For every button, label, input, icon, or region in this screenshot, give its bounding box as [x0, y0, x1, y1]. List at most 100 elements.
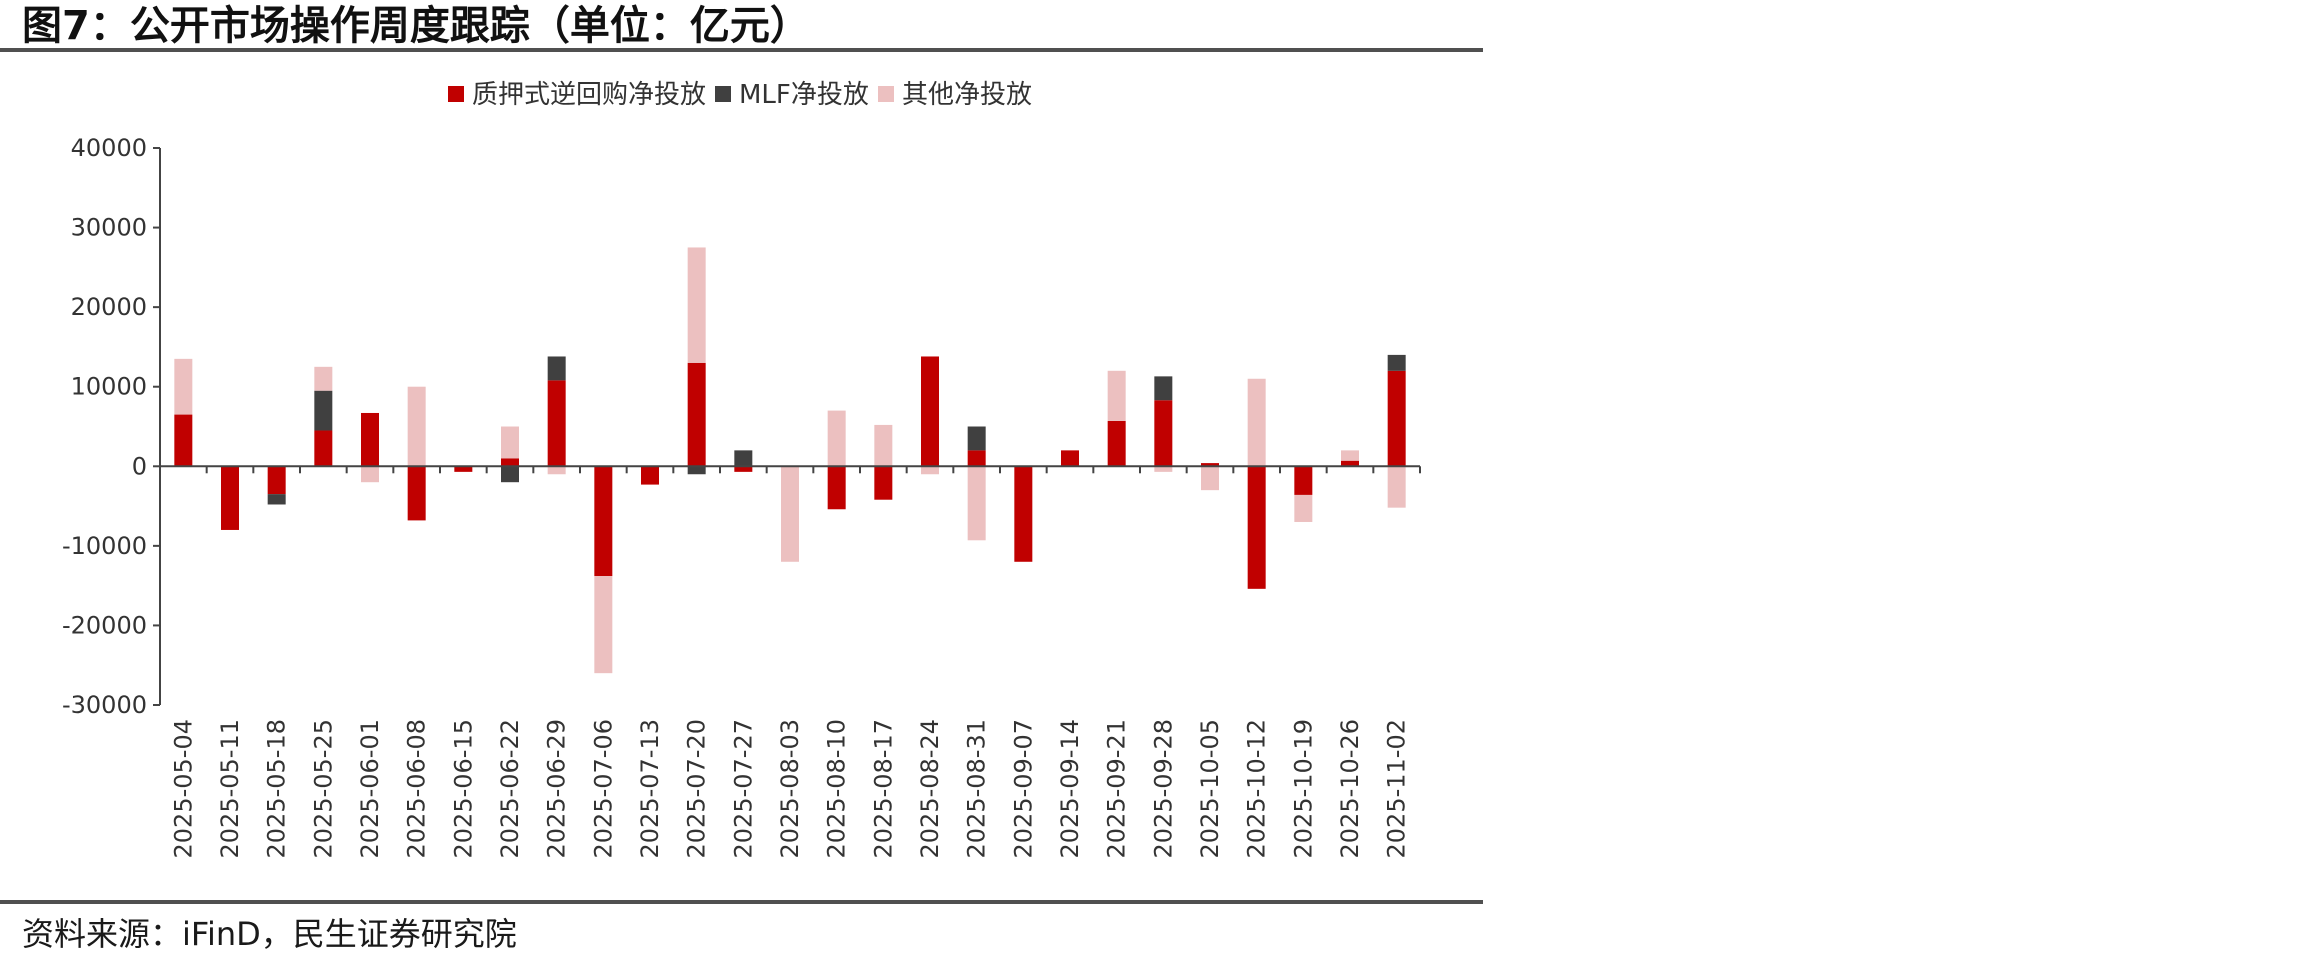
x-tick-label: 2025-07-06: [589, 719, 617, 858]
y-tick-label: 20000: [71, 293, 147, 321]
x-tick-label: 2025-05-25: [309, 719, 337, 858]
bar-segment: [734, 466, 753, 472]
y-tick-label: 0: [132, 452, 147, 480]
y-tick-label: -10000: [62, 532, 147, 560]
legend-swatch: [715, 86, 731, 102]
bar-segment: [1107, 370, 1126, 421]
bar-segment: [1294, 494, 1313, 522]
chart-axes: 40000 30000 20000 10000 0 -10000 -20000 -30000 2…: [62, 134, 1421, 858]
bar-segment: [1294, 466, 1313, 495]
x-tick-label: 2025-10-26: [1336, 719, 1364, 858]
bar-segment: [361, 466, 379, 483]
x-tick-label: 2025-09-14: [1056, 719, 1084, 858]
bar-segment: [547, 466, 566, 475]
bar-segment: [827, 466, 846, 510]
bar-segment: [874, 466, 893, 500]
bar-segment: [547, 356, 566, 381]
bar-segment: [1387, 354, 1406, 371]
bar-segment: [1247, 378, 1266, 467]
legend-swatch: [878, 86, 894, 102]
bar-segment: [967, 466, 986, 541]
bar-segment: [594, 466, 613, 577]
bar-segment: [1014, 466, 1033, 562]
chart-legend: 质押式逆回购净投放 MLF净投放 其他净投放: [448, 80, 1032, 110]
bar-segment: [1387, 466, 1406, 508]
x-tick-label: 2025-09-28: [1149, 719, 1177, 858]
x-tick-label: 2025-06-29: [543, 719, 571, 858]
bar-chart: 质押式逆回购净投放 MLF净投放 其他净投放 40000 30000 20000 1000…: [62, 80, 1421, 858]
bar-segment: [874, 424, 893, 467]
x-tick-label: 2025-05-18: [263, 719, 291, 858]
bar-segment: [501, 458, 519, 467]
bar-segment: [174, 414, 193, 467]
bar-segment: [1201, 463, 1219, 467]
x-tick-label: 2025-10-12: [1243, 719, 1271, 858]
bar-segment: [967, 450, 986, 467]
bar-segment: [174, 358, 193, 415]
bar-segment: [267, 494, 286, 505]
bar-segment: [734, 450, 753, 467]
bar-segment: [267, 466, 286, 495]
x-tick-label: 2025-06-08: [403, 719, 431, 858]
bar-segment: [827, 410, 846, 467]
x-tick-label: 2025-07-27: [729, 719, 757, 858]
bar-segment: [641, 466, 659, 485]
source-note: 资料来源：iFinD，民生证券研究院: [22, 915, 517, 953]
bar-segment: [594, 576, 613, 674]
bar-segment: [967, 426, 986, 451]
bar-segment: [221, 466, 239, 530]
bar-segment: [1154, 466, 1173, 472]
x-tick-label: 2025-05-04: [169, 719, 197, 858]
figure-title: 图7：公开市场操作周度跟踪（单位：亿元）: [22, 3, 810, 49]
x-tick-label: 2025-08-31: [963, 719, 991, 858]
x-tick-label: 2025-07-13: [636, 719, 664, 858]
bar-segment: [1201, 466, 1219, 491]
bar-segment: [407, 386, 426, 467]
legend-item: 其他净投放: [878, 80, 1032, 110]
bar-segment: [687, 362, 706, 467]
legend-item: MLF净投放: [715, 80, 869, 110]
bar-segment: [1061, 450, 1079, 467]
legend-label: 其他净投放: [902, 80, 1032, 110]
x-tick-label: 2025-08-24: [916, 719, 944, 858]
x-tick-label: 2025-08-10: [823, 719, 851, 858]
x-tick-label: 2025-11-02: [1383, 719, 1411, 858]
bar-segment: [547, 380, 566, 467]
legend-label: 质押式逆回购净投放: [472, 80, 706, 110]
title-divider: [0, 48, 1483, 52]
x-tick-label: 2025-09-07: [1009, 719, 1037, 858]
bar-segment: [1107, 420, 1126, 467]
bar-segment: [687, 247, 706, 363]
bar-segment: [1387, 370, 1406, 467]
legend-swatch: [448, 86, 464, 102]
legend-label: MLF净投放: [739, 80, 869, 110]
x-tick-label: 2025-06-01: [356, 719, 384, 858]
x-tick-label: 2025-07-20: [683, 719, 711, 858]
x-tick-label: 2025-05-11: [216, 719, 244, 858]
bar-segment: [1247, 466, 1266, 589]
bar-segment: [921, 466, 939, 475]
y-tick-label: -20000: [62, 611, 147, 639]
bar-segment: [921, 356, 939, 467]
bar-segment: [501, 426, 519, 459]
y-tick-label: 30000: [71, 214, 147, 242]
x-tick-label: 2025-08-03: [776, 719, 804, 858]
bar-group: [174, 247, 1406, 674]
bar-segment: [1341, 450, 1359, 461]
legend-item: 质押式逆回购净投放: [448, 80, 706, 110]
footer-divider: [0, 900, 1483, 904]
bar-segment: [501, 466, 519, 483]
bar-segment: [687, 466, 706, 475]
bar-segment: [454, 466, 473, 472]
bar-segment: [781, 466, 799, 562]
bar-segment: [1154, 400, 1173, 467]
x-tick-label: 2025-06-15: [449, 719, 477, 858]
bar-segment: [314, 366, 333, 391]
bar-segment: [314, 390, 333, 431]
y-tick-label: 40000: [71, 134, 147, 162]
bar-segment: [1154, 376, 1173, 401]
x-tick-label: 2025-10-05: [1196, 719, 1224, 858]
bar-segment: [1341, 460, 1359, 467]
bar-segment: [407, 466, 426, 521]
x-tick-label: 2025-10-19: [1289, 719, 1317, 858]
